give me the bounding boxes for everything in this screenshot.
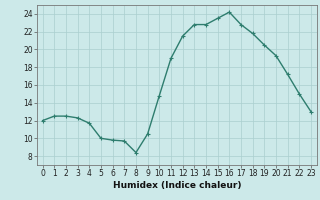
X-axis label: Humidex (Indice chaleur): Humidex (Indice chaleur) (113, 181, 241, 190)
